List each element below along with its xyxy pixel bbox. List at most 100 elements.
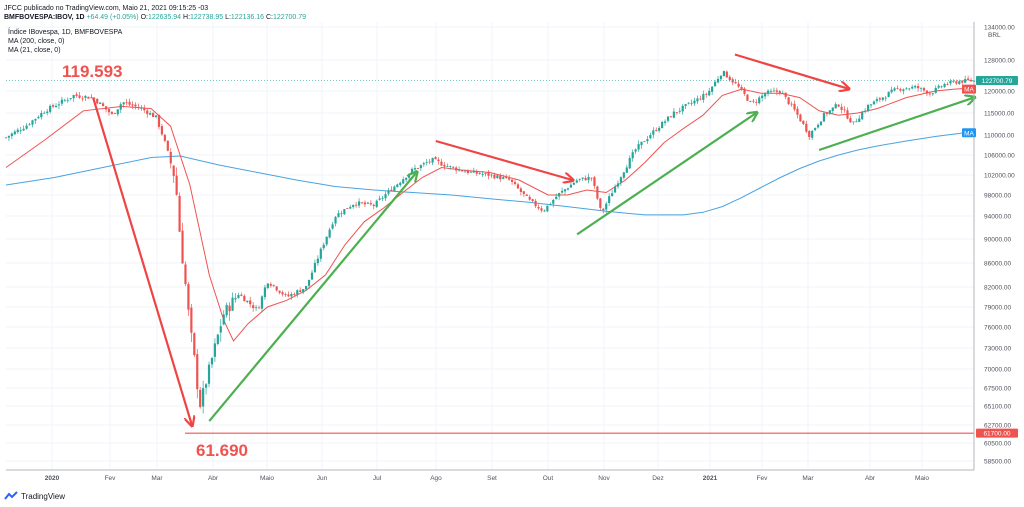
candle-body xyxy=(875,99,879,102)
candle-body xyxy=(122,102,125,105)
candle-body xyxy=(711,86,714,92)
candle-body xyxy=(149,113,152,115)
trend-arrow-red xyxy=(734,53,848,89)
legend-ma21[interactable]: MA (21, close, 0) xyxy=(8,47,61,54)
candle-body xyxy=(107,109,111,113)
candle-body xyxy=(931,93,934,95)
candle-body xyxy=(811,130,814,138)
candle-body xyxy=(66,99,69,101)
candle-body xyxy=(163,134,166,141)
price-tag-ma200 xyxy=(962,128,976,138)
candle-body xyxy=(302,289,305,293)
candle-body xyxy=(278,290,281,293)
candle-body xyxy=(496,175,499,179)
candle-body xyxy=(381,197,384,199)
candle-body xyxy=(310,272,314,280)
candle-body xyxy=(413,168,417,170)
grid xyxy=(6,22,974,470)
y-tick-label: 62700.00 xyxy=(984,423,1011,430)
candle-body xyxy=(101,103,105,107)
candle-body xyxy=(808,131,811,137)
candle-body xyxy=(611,193,614,197)
candle-body xyxy=(699,98,702,100)
candle-body xyxy=(955,81,958,84)
candle-body xyxy=(543,210,546,212)
x-tick-label: Fev xyxy=(105,475,117,482)
x-tick-label: Mar xyxy=(802,475,814,482)
footer: TradingView xyxy=(4,491,65,501)
candle-body xyxy=(187,284,190,310)
candle-body xyxy=(569,184,573,188)
ohlc-header: BMFBOVESPA:IBOV, 1D +64.49 (+0.05%) O:12… xyxy=(4,14,307,21)
candle-body xyxy=(57,104,61,106)
candle-body xyxy=(816,124,820,128)
candle-body xyxy=(343,209,346,215)
candle-body xyxy=(34,118,37,121)
candle-body xyxy=(169,151,172,164)
candle-body xyxy=(769,91,773,92)
candle-body xyxy=(134,104,137,107)
candle-body xyxy=(372,204,375,206)
candle-body xyxy=(793,103,796,110)
candle-body xyxy=(510,179,514,182)
candle-body xyxy=(316,258,319,264)
legend-ma200[interactable]: MA (200, close, 0) xyxy=(8,38,65,45)
candle-body xyxy=(908,88,911,90)
candle-body xyxy=(481,174,484,175)
candle-body xyxy=(858,118,861,122)
candle-body xyxy=(890,89,893,93)
candle-body xyxy=(360,202,364,204)
candle-body xyxy=(934,87,937,93)
candle-body xyxy=(478,172,481,174)
candle-body xyxy=(263,287,267,298)
open-value: 122635.94 xyxy=(147,14,182,21)
y-tick-label: 60500.00 xyxy=(984,441,1011,448)
ma21-line-group xyxy=(5,87,975,342)
candle-body xyxy=(593,177,596,186)
candle-body xyxy=(690,102,693,104)
candle-body xyxy=(887,91,890,98)
candle-body xyxy=(216,334,219,344)
candle-body xyxy=(896,88,899,90)
candle-body xyxy=(63,99,66,101)
candle-body xyxy=(378,198,381,200)
candle-body xyxy=(249,300,252,305)
candle-body xyxy=(790,103,793,105)
y-tick-label: 110000.00 xyxy=(984,133,1015,140)
candle-body xyxy=(878,98,881,100)
y-tick-label: 86000.00 xyxy=(984,261,1011,268)
candle-body xyxy=(722,71,726,77)
annotations: 119.593 61.690 xyxy=(6,53,974,460)
candle-body xyxy=(755,102,758,103)
candle-body xyxy=(228,305,231,312)
tradingview-logo-icon xyxy=(4,491,18,500)
candle-body xyxy=(37,117,40,119)
candle-body xyxy=(472,170,475,173)
candle-body xyxy=(331,224,334,229)
y-tick-label: 94000.00 xyxy=(984,214,1011,221)
candle-body xyxy=(652,130,655,135)
candle-body xyxy=(193,333,196,356)
candle-body xyxy=(784,92,787,97)
trend-arrow-red xyxy=(435,139,572,180)
candle-body xyxy=(110,111,114,114)
x-tick-label: Out xyxy=(543,475,554,482)
candle-body xyxy=(281,292,284,295)
candle-body xyxy=(140,107,143,109)
candle-body xyxy=(958,81,961,84)
candle-body xyxy=(519,188,522,192)
candle-body xyxy=(705,93,708,95)
candle-body xyxy=(199,389,202,408)
y-tick-label: 120000.00 xyxy=(984,89,1015,96)
candle-body xyxy=(881,97,884,100)
candle-body xyxy=(196,354,199,390)
y-tick-label: 90000.00 xyxy=(984,237,1011,244)
brand-name: TradingView xyxy=(21,491,66,501)
candle-body xyxy=(658,127,661,131)
candle-body xyxy=(781,93,784,94)
candle-body xyxy=(940,86,943,88)
x-tick-label: Ago xyxy=(430,475,442,482)
candle-body xyxy=(390,189,393,192)
